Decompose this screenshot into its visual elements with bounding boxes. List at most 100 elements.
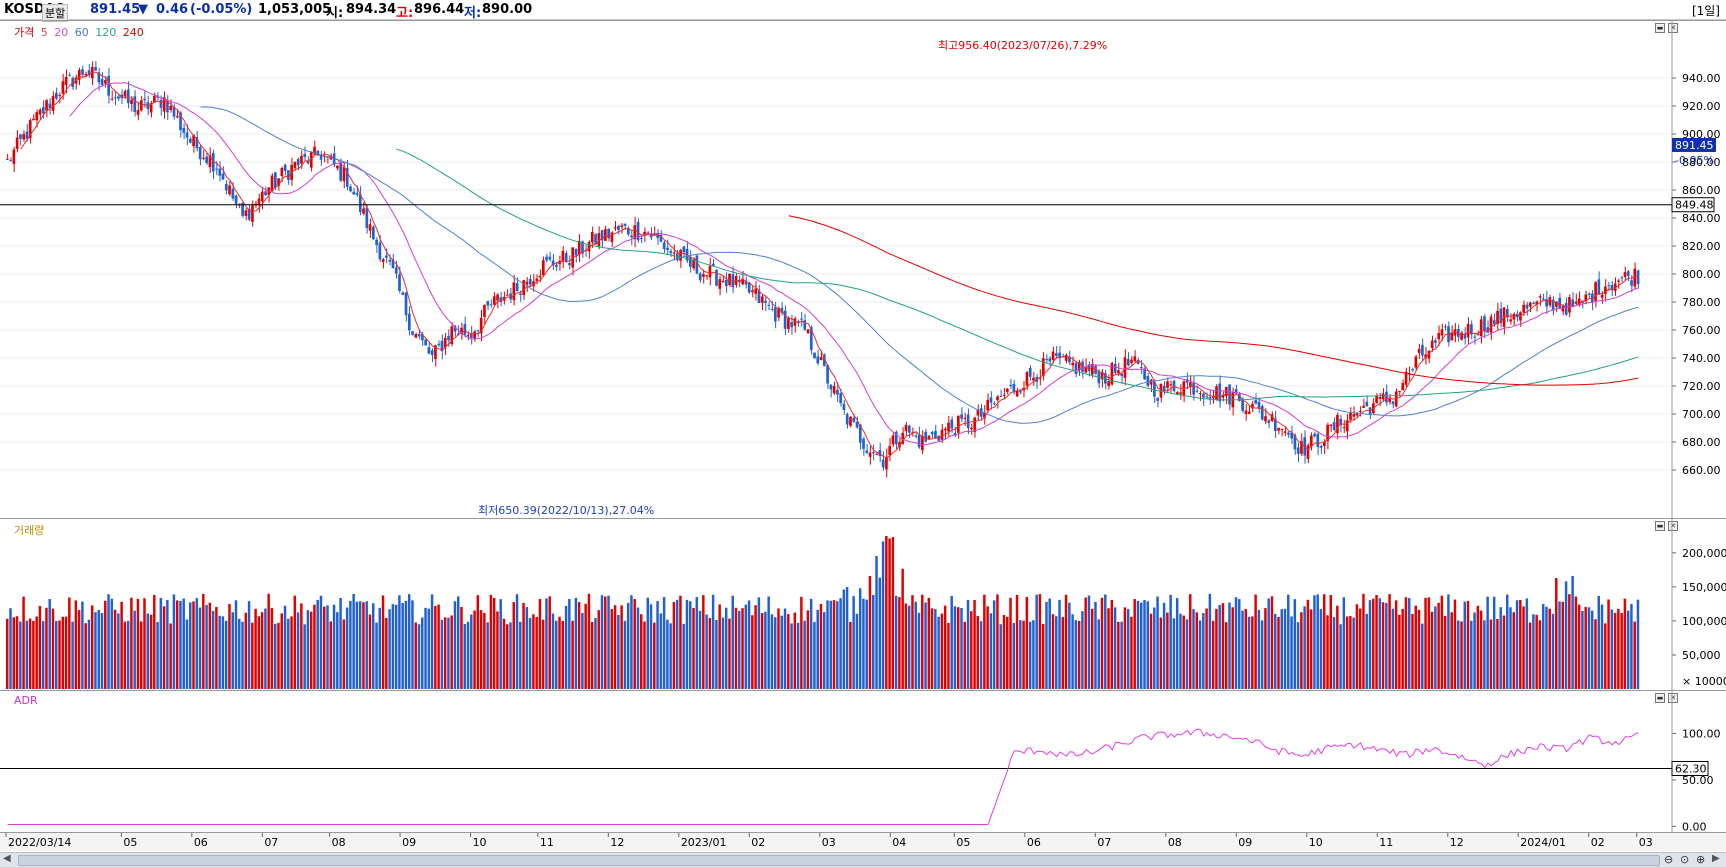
adr-minimize-icon[interactable]: ▬ xyxy=(1655,693,1665,703)
candle-body xyxy=(662,242,666,250)
candle-body xyxy=(1159,383,1163,398)
volume-bar xyxy=(1336,605,1339,689)
volume-bar xyxy=(1015,594,1019,689)
scroll-right-icon[interactable]: ▶ xyxy=(1712,853,1720,864)
candle-body xyxy=(963,417,967,419)
candle-body xyxy=(358,194,362,212)
period-selector[interactable]: [1일] xyxy=(1691,4,1720,18)
panel-close-icon[interactable]: ✕ xyxy=(1668,23,1678,33)
candle-body xyxy=(787,318,790,329)
mode-tag[interactable]: 분할 xyxy=(42,4,69,22)
volume-bar xyxy=(1251,616,1254,689)
candle-body xyxy=(633,225,637,240)
price-y-tick-label: 700.00 xyxy=(1682,408,1721,421)
candle-body xyxy=(783,310,787,329)
candle-body xyxy=(1633,268,1637,287)
candle-body xyxy=(1104,373,1107,384)
volume-bar xyxy=(244,612,248,689)
volume-bar xyxy=(1417,609,1421,689)
volume-bar xyxy=(241,621,244,689)
candle-body xyxy=(1264,416,1267,422)
volume-bar xyxy=(1293,599,1297,689)
candle-body xyxy=(372,226,375,240)
volume-bar xyxy=(528,617,532,689)
volume-bar xyxy=(541,619,545,689)
volume-bar xyxy=(391,604,395,689)
adr-close-icon[interactable]: ✕ xyxy=(1668,693,1678,703)
candle-body xyxy=(1048,358,1052,362)
volume-close-icon[interactable]: ✕ xyxy=(1668,521,1678,531)
volume-bar xyxy=(986,606,989,689)
current-price-tag-label: 891.45 xyxy=(1675,139,1714,152)
volume-bar xyxy=(9,608,12,689)
candle-body xyxy=(489,304,493,306)
volume-bar xyxy=(35,616,38,689)
volume-bar xyxy=(646,597,649,689)
volume-bar xyxy=(1032,620,1035,689)
zoom-reset-icon[interactable]: ⊙ xyxy=(1680,853,1690,866)
volume-bar xyxy=(51,608,55,689)
horizontal-scrollbar[interactable]: ◀ ⊖ ⊙ ⊕ ▶ xyxy=(0,852,1726,867)
price-y-tick-label: 820.00 xyxy=(1682,240,1721,253)
candle-body xyxy=(287,170,290,180)
volume-bar xyxy=(1456,620,1460,689)
volume-bar xyxy=(381,595,385,689)
candle-body xyxy=(1130,359,1133,364)
volume-bar xyxy=(303,624,306,689)
volume-bar xyxy=(1489,619,1493,689)
volume-bar xyxy=(1185,619,1189,689)
candle-body xyxy=(303,153,307,157)
volume-bar xyxy=(1541,604,1545,689)
volume-bar xyxy=(1620,613,1623,689)
scroll-thumb[interactable] xyxy=(18,855,1660,866)
volume-bar xyxy=(509,622,512,689)
candle-body xyxy=(1045,358,1048,360)
volume-bar xyxy=(590,622,594,689)
candle-body xyxy=(1368,407,1372,415)
volume-bar xyxy=(1519,600,1522,689)
candle-body xyxy=(1041,358,1045,377)
volume-bar xyxy=(61,616,65,689)
candle-body xyxy=(1626,271,1630,277)
candle-body xyxy=(313,146,316,155)
candle-body xyxy=(832,385,836,394)
candle-body xyxy=(617,225,620,230)
candle-body xyxy=(639,238,643,240)
volume-bar xyxy=(872,594,875,689)
volume-bar xyxy=(1205,608,1208,689)
volume-bar xyxy=(126,620,130,689)
volume-bar xyxy=(1309,609,1313,689)
candle-body xyxy=(1218,383,1222,402)
volume-bar xyxy=(819,603,823,689)
volume-bar xyxy=(1532,614,1535,689)
volume-bar xyxy=(352,593,355,689)
x-tick-label: 12 xyxy=(610,836,624,849)
volume-bar xyxy=(365,601,368,689)
candle-body xyxy=(247,208,251,220)
x-tick-label: 02 xyxy=(1591,836,1605,849)
panel-minimize-icon[interactable]: ▬ xyxy=(1655,23,1665,33)
candle-body xyxy=(1460,332,1463,340)
candle-body xyxy=(466,334,470,336)
volume-bar xyxy=(1130,616,1133,689)
volume-bar xyxy=(159,597,163,689)
volume-bar xyxy=(813,621,816,689)
candle-body xyxy=(1492,320,1496,325)
volume-minimize-icon[interactable]: ▬ xyxy=(1655,521,1665,531)
volume-bar xyxy=(1600,604,1604,689)
volume-bar xyxy=(94,612,97,689)
volume-bar xyxy=(1447,594,1450,689)
scroll-left-icon[interactable]: ◀ xyxy=(3,853,11,864)
candle-body xyxy=(133,96,137,113)
candle-body xyxy=(332,153,336,165)
zoom-in-icon[interactable]: ⊕ xyxy=(1696,853,1706,866)
zoom-out-icon[interactable]: ⊖ xyxy=(1664,853,1674,866)
volume-bar xyxy=(1179,613,1182,689)
candle-body xyxy=(728,273,731,285)
volume-bar xyxy=(1019,620,1022,689)
candle-body xyxy=(296,159,300,166)
volume-bar xyxy=(388,609,391,689)
volume-bar xyxy=(1146,601,1149,689)
volume-unit-label: × 10000 xyxy=(1682,675,1726,688)
candle-body xyxy=(702,274,705,277)
